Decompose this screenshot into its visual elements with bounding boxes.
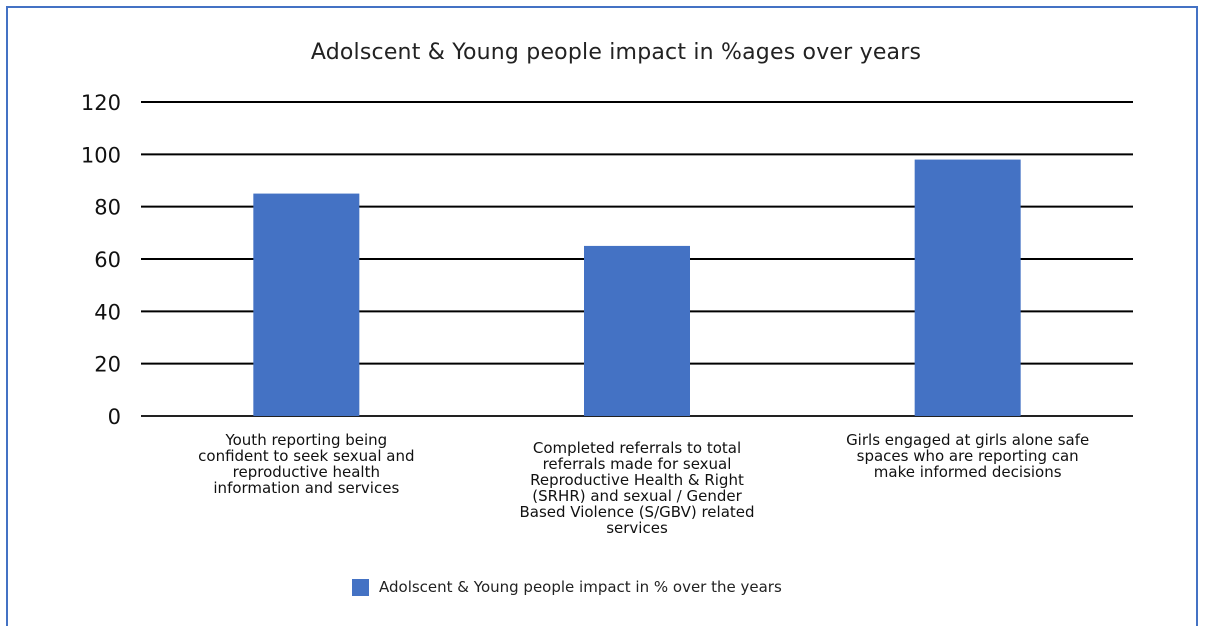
x-category-label-line: Reproductive Health & Right [530,471,744,489]
x-category-label-line: information and services [213,479,399,497]
x-category-label-line: (SRHR) and sexual / Gender [532,487,742,505]
x-category-label-line: reproductive health [233,463,380,481]
legend: Adolscent & Young people impact in % ove… [352,577,782,597]
y-axis-ticks: 0 20 40 60 80 100 120 [81,91,121,429]
x-category-label: Girls engaged at girls alone safe spaces … [846,431,1089,481]
y-tick-label: 0 [108,405,121,429]
x-category-label-line: Based Violence (S/GBV) related [519,503,754,521]
y-tick-label: 60 [94,248,121,272]
x-category-label-line: services [606,519,668,537]
x-category-label-line: referrals made for sexual [543,455,732,473]
x-category-label-line: Youth reporting being [224,431,387,449]
y-tick-label: 120 [81,91,121,115]
x-category-label: Youth reporting being confident to seek s… [198,431,414,497]
bar [584,245,690,416]
x-category-label-line: spaces who are reporting can [857,447,1079,465]
y-tick-label: 40 [94,300,121,324]
x-category-label-line: Completed referrals to total [533,439,741,457]
bars [253,159,1021,417]
bar [914,159,1021,417]
x-category-label-line: confident to seek sexual and [198,447,414,465]
y-tick-label: 20 [94,353,121,377]
y-tick-label: 80 [94,196,121,220]
bar [253,193,360,416]
x-category-label: Completed referrals to total referrals ma… [519,439,754,537]
x-category-label-line: Girls engaged at girls alone safe [846,431,1089,449]
legend-swatch [352,578,369,596]
legend-label: Adolscent & Young people impact in % ove… [379,578,782,596]
x-axis-labels: Youth reporting being confident to seek s… [198,431,1089,537]
chart-title: Adolscent & Young people impact in %ages… [310,40,922,65]
x-category-label-line: make informed decisions [874,463,1062,481]
y-tick-label: 100 [81,143,121,167]
